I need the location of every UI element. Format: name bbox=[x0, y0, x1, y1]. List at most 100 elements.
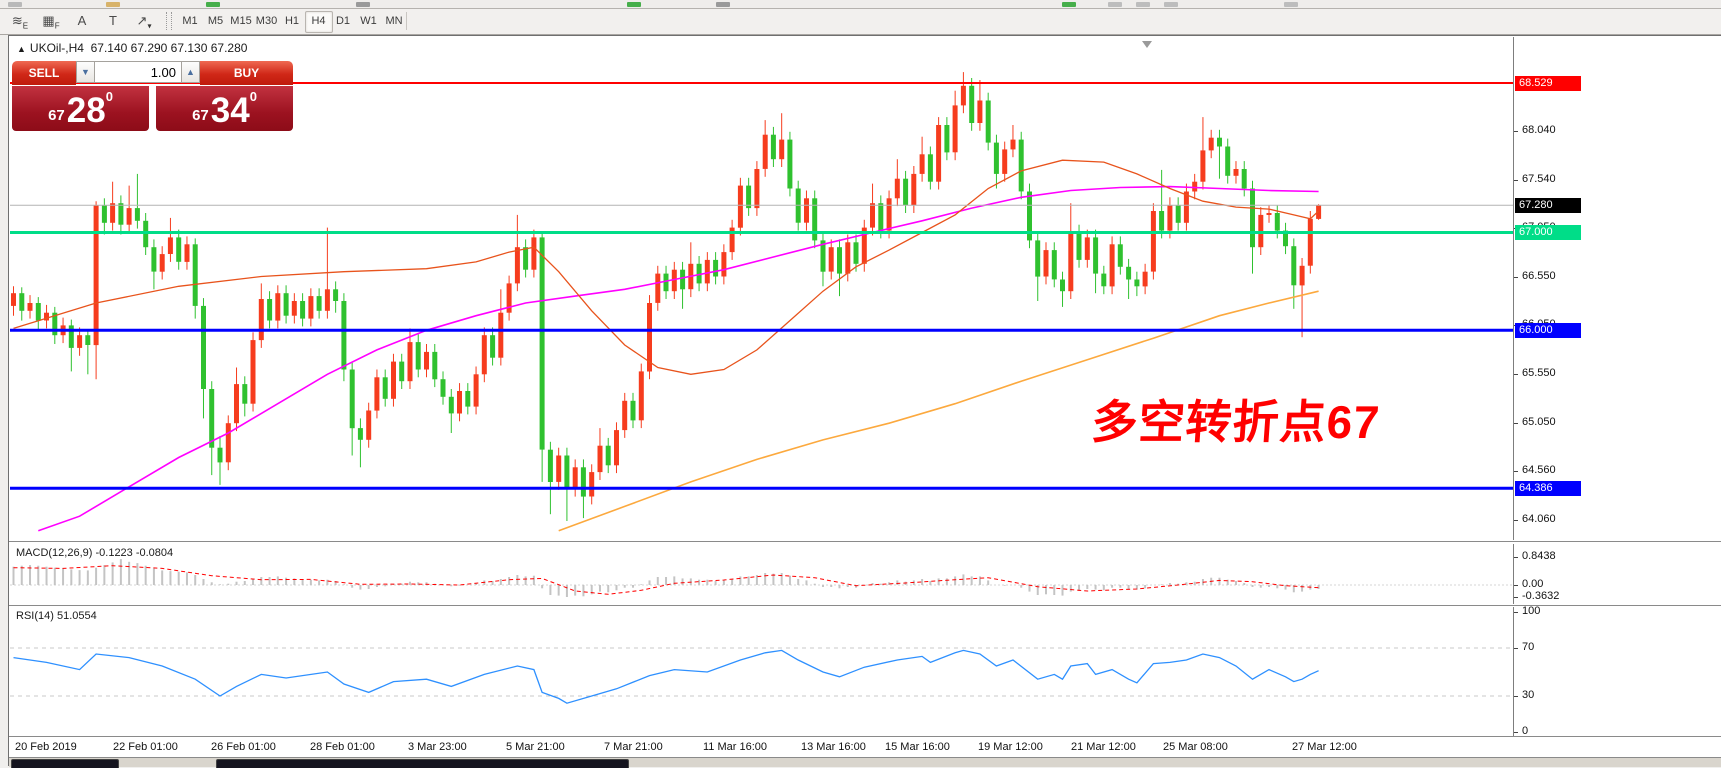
macd-pane[interactable]: MACD(12,26,9) -0.1223 -0.0804 bbox=[10, 544, 1513, 604]
toolbar-icon-sliver bbox=[627, 2, 641, 7]
time-axis-label: 22 Feb 01:00 bbox=[113, 741, 178, 753]
price-badge: 67.000 bbox=[1515, 225, 1581, 241]
buy-price-major: 67 bbox=[192, 107, 209, 124]
rsi-pane[interactable]: RSI(14) 51.0554 bbox=[10, 607, 1513, 736]
toolbar-icon-sliver bbox=[1164, 2, 1178, 7]
price-badge: 68.529 bbox=[1515, 75, 1581, 91]
time-axis-label: 28 Feb 01:00 bbox=[310, 741, 375, 753]
price-badge: 64.386 bbox=[1515, 480, 1581, 496]
time-axis-label: 3 Mar 23:00 bbox=[408, 741, 467, 753]
pane-separator bbox=[9, 736, 1721, 737]
toolbar-icon-sliver bbox=[1136, 2, 1150, 7]
time-axis-label: 20 Feb 2019 bbox=[15, 741, 77, 753]
macd-canvas bbox=[10, 559, 1513, 597]
timeframe-button-MN[interactable]: MN bbox=[385, 15, 403, 27]
toolbar-icon-sliver bbox=[1284, 2, 1298, 7]
rsi-tick-label: 100 bbox=[1514, 605, 1721, 619]
timeframe-button-W1[interactable]: W1 bbox=[360, 15, 377, 27]
toolbar-icon-sliver bbox=[106, 2, 120, 7]
price-tick-label: 67.540 bbox=[1514, 173, 1721, 187]
text-tool-icon[interactable]: A bbox=[77, 13, 87, 28]
volume-decrease-button[interactable]: ▼ bbox=[76, 61, 95, 83]
chart-tab[interactable] bbox=[216, 759, 629, 768]
time-axis-label: 5 Mar 21:00 bbox=[506, 741, 565, 753]
timeframe-button-M15[interactable]: M15 bbox=[230, 15, 252, 27]
price-badge: 67.280 bbox=[1515, 197, 1581, 213]
ma-line-slow bbox=[558, 290, 1319, 532]
buy-price-pips: 34 bbox=[210, 91, 250, 130]
fibonacci-tool-icon[interactable]: ▦F bbox=[42, 13, 60, 31]
equidistant-channel-tool-icon[interactable]: ≋E bbox=[11, 13, 29, 31]
chart-tabs-strip bbox=[9, 757, 1721, 768]
price-tick-label: 65.050 bbox=[1514, 416, 1721, 430]
buy-button[interactable]: BUY bbox=[200, 61, 293, 85]
timeframe-button-M30[interactable]: M30 bbox=[255, 15, 278, 27]
toolbar-icon-sliver bbox=[8, 2, 22, 7]
timeframe-button-H4[interactable]: H4 bbox=[304, 11, 333, 33]
upper-toolbar-cropped bbox=[0, 0, 1721, 9]
toolbar-drag-handle[interactable] bbox=[166, 12, 172, 30]
price-tick-label: 64.060 bbox=[1514, 513, 1721, 527]
macd-scale: 0.8438 0.00 -0.3632 bbox=[1513, 544, 1721, 604]
ma-line-mid bbox=[38, 185, 1319, 532]
collapse-arrow-icon: ▲ bbox=[17, 44, 26, 54]
rsi-tick-label: 70 bbox=[1514, 641, 1721, 655]
toolbar-icon-sliver bbox=[356, 2, 370, 7]
chart-toolbar: ≋E ▦F A T ↗▾ M1 M5 M15 M30 H1 H4 D1 W1 MN bbox=[0, 9, 1721, 35]
buy-price-point: 0 bbox=[249, 89, 257, 104]
sell-price-display[interactable]: 67 28 0 bbox=[12, 86, 149, 131]
arrows-tool-icon[interactable]: ↗▾ bbox=[136, 13, 152, 31]
macd-signal-line bbox=[13, 565, 1319, 595]
rsi-tick-label: 0 bbox=[1514, 725, 1721, 739]
price-scale[interactable]: 68.04067.54067.05066.55066.05065.55065.0… bbox=[1513, 37, 1721, 540]
chinese-annotation-text: 多空转折点67 bbox=[1089, 396, 1382, 448]
price-tick-label: 64.560 bbox=[1514, 464, 1721, 478]
timeframe-button-M1[interactable]: M1 bbox=[182, 15, 198, 27]
toolbar-icon-sliver bbox=[1108, 2, 1122, 7]
time-axis-label: 19 Mar 12:00 bbox=[978, 741, 1043, 753]
chart-shift-marker-icon bbox=[1142, 41, 1152, 48]
time-axis-label: 11 Mar 16:00 bbox=[703, 741, 768, 753]
sell-price-point: 0 bbox=[105, 89, 113, 104]
time-axis-label: 25 Mar 08:00 bbox=[1163, 741, 1228, 753]
rsi-label: RSI(14) 51.0554 bbox=[16, 610, 97, 622]
sell-price-major: 67 bbox=[48, 107, 65, 124]
time-axis-label: 13 Mar 16:00 bbox=[801, 741, 866, 753]
toolbar-icon-sliver bbox=[1062, 2, 1076, 7]
timeframe-button-D1[interactable]: D1 bbox=[335, 15, 351, 27]
price-chart-pane[interactable]: ▲ UKOil-,H4 67.140 67.290 67.130 67.280 S… bbox=[10, 37, 1513, 540]
sell-button[interactable]: SELL bbox=[12, 61, 76, 85]
chart-window: ▲ UKOil-,H4 67.140 67.290 67.130 67.280 S… bbox=[8, 35, 1721, 768]
chart-tab[interactable] bbox=[11, 759, 119, 768]
macd-tick-label: 0.8438 bbox=[1514, 550, 1721, 564]
volume-increase-button[interactable]: ▲ bbox=[181, 61, 200, 83]
ma-line-fast bbox=[13, 159, 1320, 375]
text-label-tool-icon[interactable]: T bbox=[109, 13, 117, 28]
price-badge: 66.000 bbox=[1515, 322, 1581, 338]
timeframe-button-H1[interactable]: H1 bbox=[284, 15, 300, 27]
pane-separator[interactable] bbox=[9, 541, 1721, 542]
rsi-canvas bbox=[10, 647, 1513, 704]
toolbar-separator bbox=[406, 12, 407, 30]
macd-label: MACD(12,26,9) -0.1223 -0.0804 bbox=[16, 547, 174, 559]
rsi-tick-label: 30 bbox=[1514, 689, 1721, 703]
ohlc-values: 67.140 67.290 67.130 67.280 bbox=[90, 41, 248, 55]
price-tick-label: 66.550 bbox=[1514, 270, 1721, 284]
timeframe-button-M5[interactable]: M5 bbox=[207, 15, 224, 27]
pane-separator[interactable] bbox=[9, 605, 1721, 606]
chart-ohlc-title: ▲ UKOil-,H4 67.140 67.290 67.130 67.280 bbox=[17, 41, 247, 55]
one-click-trading-panel: SELL ▼ ▲ BUY 67 28 0 67 34 0 bbox=[12, 61, 293, 131]
price-tick-label: 65.550 bbox=[1514, 367, 1721, 381]
macd-tick-label: -0.3632 bbox=[1514, 590, 1721, 604]
sell-price-pips: 28 bbox=[66, 91, 106, 130]
time-axis-label: 15 Mar 16:00 bbox=[885, 741, 950, 753]
time-axis-label: 7 Mar 21:00 bbox=[604, 741, 663, 753]
symbol-period-label: UKOil-,H4 bbox=[29, 41, 84, 55]
macd-tick-label: 0.00 bbox=[1514, 578, 1721, 592]
volume-input[interactable] bbox=[95, 62, 181, 82]
rsi-line bbox=[13, 649, 1319, 704]
toolbar-icon-sliver bbox=[716, 2, 730, 7]
buy-price-display[interactable]: 67 34 0 bbox=[156, 86, 293, 131]
time-scale[interactable]: 20 Feb 2019 22 Feb 01:00 26 Feb 01:00 28 Fe… bbox=[10, 737, 1721, 757]
